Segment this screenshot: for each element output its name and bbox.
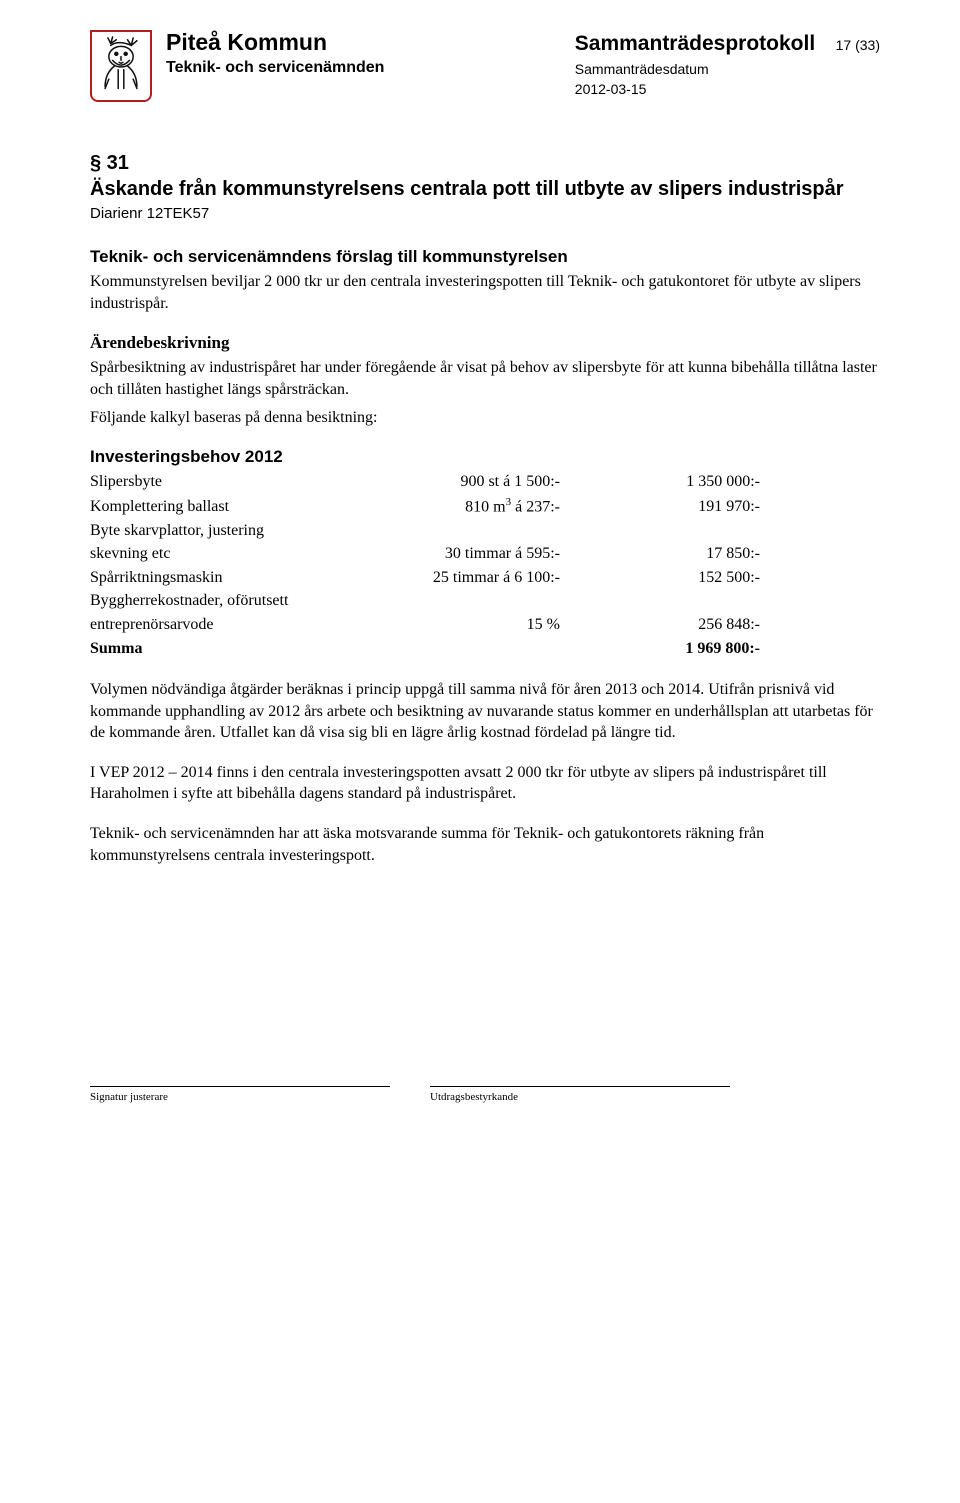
header-right: Sammanträdesprotokoll 17 (33) Sammanträd… xyxy=(575,30,880,99)
row-mid xyxy=(380,520,600,544)
meeting-date-label: Sammanträdesdatum xyxy=(575,60,880,79)
row-value xyxy=(600,520,760,544)
diary-number: Diarienr 12TEK57 xyxy=(90,204,880,224)
proposal-heading: Teknik- och servicenämndens förslag till… xyxy=(90,246,880,269)
org-name: Piteå Kommun xyxy=(166,30,561,55)
investment-heading: Investeringsbehov 2012 xyxy=(90,446,880,469)
table-row: Byte skarvplattor, justering xyxy=(90,520,760,544)
row-mid: 25 timmar á 6 100:- xyxy=(380,567,600,591)
row-label: entreprenörsarvode xyxy=(90,614,380,638)
footer-certification-label: Utdragsbestyrkande xyxy=(430,1086,730,1105)
description-p2: Följande kalkyl baseras på denna besiktn… xyxy=(90,407,880,429)
table-row: Slipersbyte 900 st á 1 500:- 1 350 000:- xyxy=(90,471,760,495)
page-number: 17 (33) xyxy=(836,36,880,55)
mid-post: á 237:- xyxy=(511,498,560,515)
row-mid: 30 timmar á 595:- xyxy=(380,543,600,567)
tail-p1: Volymen nödvändiga åtgärder beräknas i p… xyxy=(90,679,880,744)
description-heading: Ärendebeskrivning xyxy=(90,332,880,355)
row-mid: 15 % xyxy=(380,614,600,638)
row-mid: 900 st á 1 500:- xyxy=(380,471,600,495)
mid-pre: 810 m xyxy=(465,498,505,515)
meeting-date: 2012-03-15 xyxy=(575,80,880,99)
row-label: Byte skarvplattor, justering xyxy=(90,520,380,544)
table-row: Komplettering ballast 810 m3 á 237:- 191… xyxy=(90,495,760,520)
tail-p2: I VEP 2012 – 2014 finns i den centrala i… xyxy=(90,762,880,805)
tail-p3: Teknik- och servicenämnden har att äska … xyxy=(90,823,880,866)
footer-signature-label: Signatur justerare xyxy=(90,1086,390,1105)
row-value: 1 350 000:- xyxy=(600,471,760,495)
sum-mid xyxy=(380,638,600,662)
row-value: 17 850:- xyxy=(600,543,760,567)
row-value xyxy=(600,590,760,614)
section-number: § 31 xyxy=(90,150,880,177)
row-label: Slipersbyte xyxy=(90,471,380,495)
row-mid xyxy=(380,590,600,614)
row-mid: 810 m3 á 237:- xyxy=(380,495,600,520)
page-header: Piteå Kommun Teknik- och servicenämnden … xyxy=(90,30,880,102)
table-row: Spårriktningsmaskin 25 timmar á 6 100:- … xyxy=(90,567,760,591)
investment-table: Slipersbyte 900 st á 1 500:- 1 350 000:-… xyxy=(90,471,760,661)
table-row: Byggherrekostnader, oförutsett xyxy=(90,590,760,614)
table-row-sum: Summa 1 969 800:- xyxy=(90,638,760,662)
sum-value: 1 969 800:- xyxy=(600,638,760,662)
table-row: skevning etc 30 timmar á 595:- 17 850:- xyxy=(90,543,760,567)
sum-label: Summa xyxy=(90,638,380,662)
row-label: Byggherrekostnader, oförutsett xyxy=(90,590,380,614)
doc-type: Sammanträdesprotokoll xyxy=(575,30,815,58)
row-value: 191 970:- xyxy=(600,495,760,520)
table-row: entreprenörsarvode 15 % 256 848:- xyxy=(90,614,760,638)
document-title: Äskande från kommunstyrelsens centrala p… xyxy=(90,177,880,202)
row-label: skevning etc xyxy=(90,543,380,567)
header-left: Piteå Kommun Teknik- och servicenämnden xyxy=(166,30,561,79)
row-value: 256 848:- xyxy=(600,614,760,638)
page-footer: Signatur justerare Utdragsbestyrkande xyxy=(90,1086,880,1105)
description-p1: Spårbesiktning av industrispåret har und… xyxy=(90,357,880,400)
row-value: 152 500:- xyxy=(600,567,760,591)
dept-name: Teknik- och servicenämnden xyxy=(166,57,561,79)
row-label: Spårriktningsmaskin xyxy=(90,567,380,591)
proposal-text: Kommunstyrelsen beviljar 2 000 tkr ur de… xyxy=(90,271,880,314)
municipal-logo xyxy=(90,30,152,102)
row-label: Komplettering ballast xyxy=(90,495,380,520)
